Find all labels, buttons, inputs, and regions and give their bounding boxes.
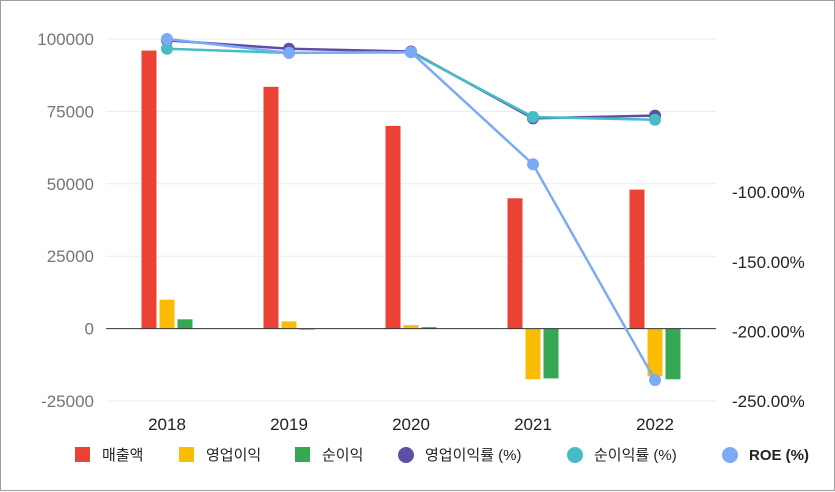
y-left-tick-label: 75000: [47, 102, 94, 121]
y-left-tick-label: 0: [85, 320, 94, 339]
bar: [263, 86, 279, 329]
legend-swatch: [179, 447, 194, 462]
bar: [403, 325, 419, 329]
bar: [141, 50, 157, 329]
legend-swatch: [295, 447, 310, 462]
line-point: [527, 158, 539, 171]
y-left-tick-label: 50000: [47, 175, 94, 194]
x-tick-label: 2020: [392, 415, 430, 434]
gridlines: [106, 38, 716, 402]
bar: [507, 198, 523, 329]
y-left-tick-label: 25000: [47, 247, 94, 266]
y-left-ticks: 100000 75000 50000 25000 0 -25000: [37, 30, 94, 411]
bars: [141, 50, 681, 380]
bar: [177, 319, 193, 329]
line-point: [405, 46, 417, 59]
legend-marker: [722, 447, 738, 463]
line-point: [283, 46, 295, 59]
legend: 매출액 영업이익 순이익 영업이익률 (%) 순이익률 (%) ROE (%): [75, 447, 809, 464]
x-tick-label: 2021: [514, 415, 552, 434]
bar: [281, 321, 297, 329]
y-right-tick-label: -200.00%: [732, 322, 805, 341]
legend-label: 순이익률 (%): [594, 447, 677, 464]
bar: [647, 328, 663, 377]
legend-label: 순이익: [322, 447, 363, 464]
legend-marker: [567, 447, 583, 463]
line-point: [161, 33, 173, 45]
line-point: [161, 42, 173, 55]
y-right-tick-label: -250.00%: [732, 392, 805, 411]
bar: [629, 189, 645, 329]
x-tick-label: 2018: [148, 415, 186, 434]
bar: [525, 328, 541, 380]
bar: [385, 125, 401, 329]
y-left-tick-label: -25000: [41, 392, 94, 411]
x-tick-label: 2022: [636, 415, 674, 434]
legend-label: 영업이익: [206, 447, 261, 464]
bar: [543, 328, 559, 379]
line-point: [649, 113, 661, 126]
legend-marker: [398, 447, 414, 463]
bar: [421, 327, 437, 329]
lines: [161, 33, 661, 387]
bar: [159, 299, 175, 329]
x-tick-label: 2019: [270, 415, 308, 434]
legend-swatch: [75, 447, 90, 462]
legend-label: 매출액: [102, 447, 143, 464]
legend-label: 영업이익률 (%): [425, 447, 522, 464]
y-left-tick-label: 100000: [37, 30, 94, 49]
series-line: [166, 47, 656, 122]
line-point: [649, 374, 661, 387]
y-right-tick-label: -150.00%: [732, 253, 805, 272]
line-point: [527, 110, 539, 123]
y-right-ticks: -100.00% -150.00% -200.00% -250.00%: [732, 183, 805, 411]
x-ticks: 2018 2019 2020 2021 2022: [148, 415, 674, 434]
y-right-tick-label: -100.00%: [732, 183, 805, 202]
bar: [665, 328, 681, 380]
legend-label: ROE (%): [749, 447, 809, 464]
